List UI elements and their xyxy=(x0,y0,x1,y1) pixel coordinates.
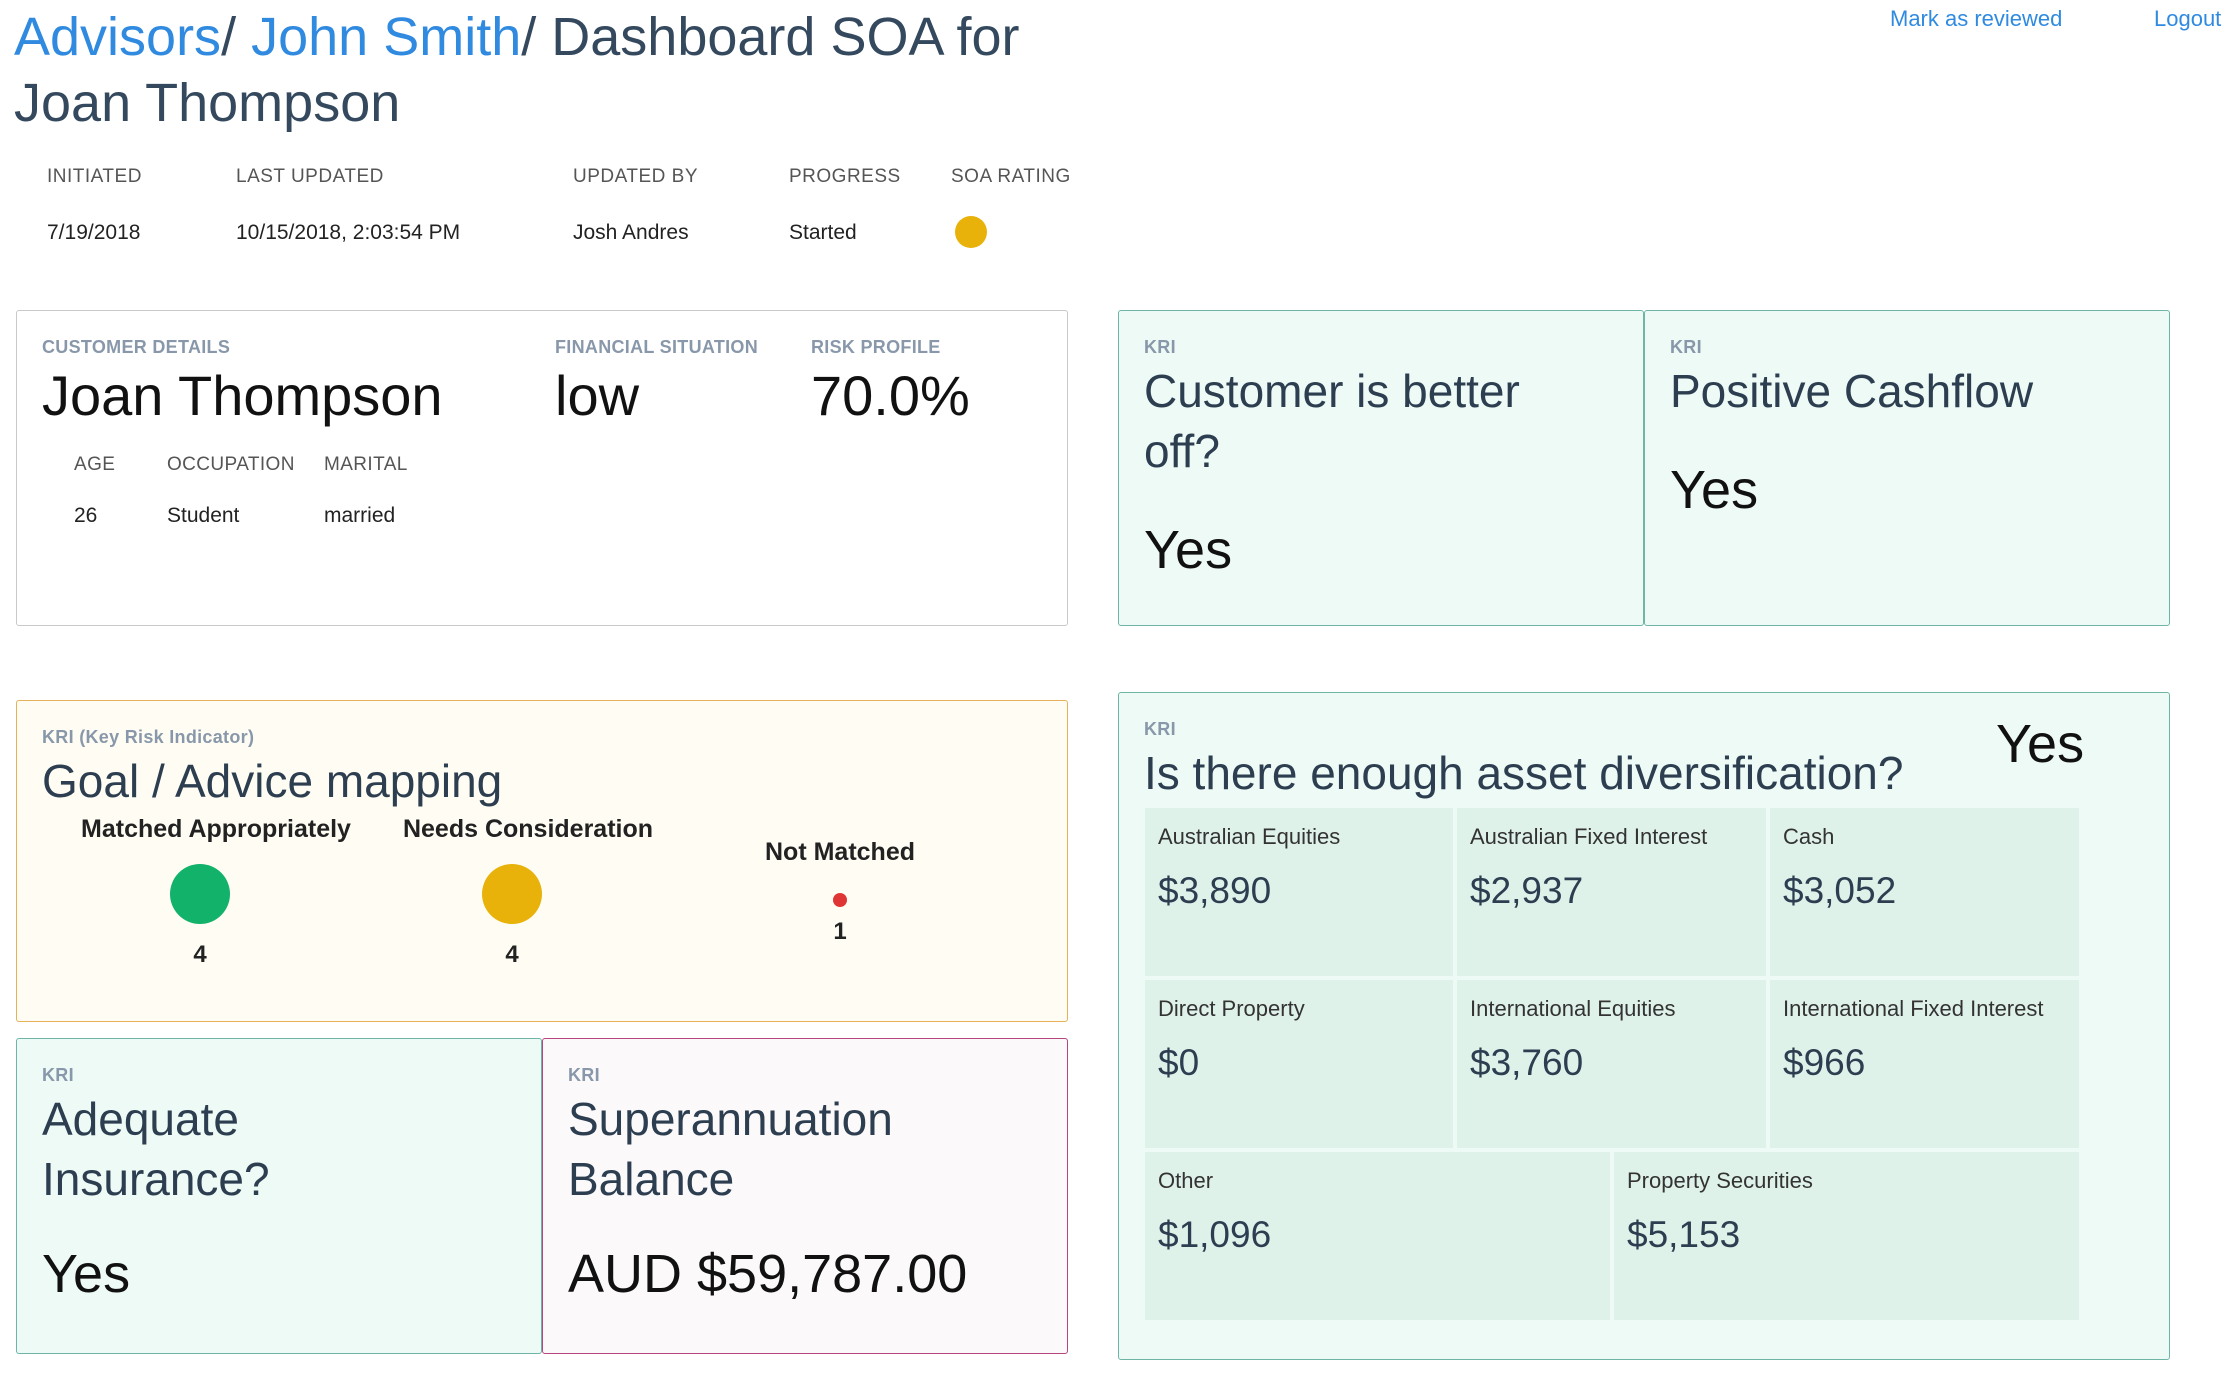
asset-value: $0 xyxy=(1158,1042,1200,1083)
asset-name: Direct Property xyxy=(1158,996,1305,1021)
needs-consideration-indicator xyxy=(482,864,542,924)
customer-details-card: CUSTOMER DETAILS Joan Thompson FINANCIAL… xyxy=(16,310,1068,626)
asset-cell: International Equities $3,760 xyxy=(1457,980,1766,1148)
kri-key-risk-indicator-label: KRI (Key Risk Indicator) xyxy=(42,727,255,747)
customer-name: Joan Thompson xyxy=(42,364,443,427)
kri-label: KRI xyxy=(42,1065,74,1085)
asset-cell: International Fixed Interest $966 xyxy=(1770,980,2079,1148)
not-matched-label: Not Matched xyxy=(765,838,915,866)
goal-advice-mapping-title: Goal / Advice mapping xyxy=(42,755,503,807)
kri-superannuation-title: Superannuation Balance xyxy=(568,1093,893,1205)
kri-diversification-card: KRI Is there enough asset diversificatio… xyxy=(1118,692,2170,1360)
kri-insurance-answer: Yes xyxy=(42,1244,131,1304)
occupation-label: OCCUPATION xyxy=(167,454,295,475)
asset-value: $5,153 xyxy=(1627,1214,1741,1255)
asset-name: International Fixed Interest xyxy=(1783,996,2044,1021)
kri-insurance-title: Adequate Insurance? xyxy=(42,1093,270,1205)
kri-diversification-title: Is there enough asset diversification? xyxy=(1144,747,1904,799)
financial-situation-label: FINANCIAL SITUATION xyxy=(555,337,759,357)
kri-better-off-card: KRI Customer is better off? Yes xyxy=(1118,310,1644,626)
risk-profile-label: RISK PROFILE xyxy=(811,337,941,357)
asset-cell: Australian Fixed Interest $2,937 xyxy=(1457,808,1766,976)
initiated-label: INITIATED xyxy=(47,166,142,187)
asset-name: Australian Equities xyxy=(1158,824,1341,849)
needs-consideration-label: Needs Consideration xyxy=(402,815,654,843)
kri-insurance-card: KRI Adequate Insurance? Yes xyxy=(16,1038,542,1354)
asset-cell: Cash $3,052 xyxy=(1770,808,2079,976)
kri-diversification-answer: Yes xyxy=(1996,714,2085,774)
soa-rating-label: SOA RATING xyxy=(951,166,1071,187)
breadcrumb-separator: / xyxy=(521,7,537,67)
breadcrumb: Advisors/ John Smith/ Dashboard SOA for … xyxy=(14,4,1124,136)
occupation-value: Student xyxy=(167,504,240,527)
asset-cell: Other $1,096 xyxy=(1145,1152,1610,1320)
asset-cell: Direct Property $0 xyxy=(1145,980,1453,1148)
kri-label: KRI xyxy=(1144,719,1176,739)
kri-better-off-title: Customer is better off? xyxy=(1144,365,1520,477)
asset-name: Other xyxy=(1158,1168,1214,1193)
kri-label: KRI xyxy=(1670,337,1702,357)
kri-label: KRI xyxy=(1144,337,1176,357)
asset-value: $3,890 xyxy=(1158,870,1272,911)
age-value: 26 xyxy=(74,504,98,527)
progress-value: Started xyxy=(789,221,857,244)
kri-superannuation-answer: AUD $59,787.00 xyxy=(568,1244,968,1304)
financial-situation-value: low xyxy=(555,364,640,427)
kri-cashflow-title: Positive Cashflow xyxy=(1670,365,2034,417)
asset-value: $2,937 xyxy=(1470,870,1584,911)
asset-value: $966 xyxy=(1783,1042,1866,1083)
asset-cell: Property Securities $5,153 xyxy=(1614,1152,2079,1320)
initiated-value: 7/19/2018 xyxy=(47,221,141,244)
goal-advice-mapping-card: KRI (Key Risk Indicator) Goal / Advice m… xyxy=(16,700,1068,1022)
matched-appropriately-count: 4 xyxy=(193,941,207,968)
asset-cell: Australian Equities $3,890 xyxy=(1145,808,1453,976)
customer-details-label: CUSTOMER DETAILS xyxy=(42,337,231,357)
risk-profile-value: 70.0% xyxy=(811,364,970,427)
soa-rating-indicator xyxy=(955,216,987,248)
progress-label: PROGRESS xyxy=(789,166,901,187)
asset-name: Cash xyxy=(1783,824,1835,849)
updated-by-value: Josh Andres xyxy=(573,221,689,244)
kri-cashflow-card: KRI Positive Cashflow Yes xyxy=(1644,310,2170,626)
asset-name: Property Securities xyxy=(1627,1168,1813,1193)
last-updated-value: 10/15/2018, 2:03:54 PM xyxy=(236,221,461,244)
not-matched-count: 1 xyxy=(833,918,847,945)
age-label: AGE xyxy=(74,454,116,475)
page-title: Dashboard SOA for Joan Thompson xyxy=(14,7,1020,133)
matched-appropriately-label: Matched Appropriately xyxy=(81,815,351,843)
asset-value: $1,096 xyxy=(1158,1214,1272,1255)
asset-value: $3,052 xyxy=(1783,870,1897,911)
breadcrumb-advisors-link[interactable]: Advisors xyxy=(14,7,222,67)
kri-better-off-answer: Yes xyxy=(1144,520,1233,580)
asset-name: Australian Fixed Interest xyxy=(1470,824,1708,849)
matched-appropriately-indicator xyxy=(170,864,230,924)
last-updated-label: LAST UPDATED xyxy=(236,166,384,187)
kri-cashflow-answer: Yes xyxy=(1670,460,1759,520)
asset-name: International Equities xyxy=(1470,996,1676,1021)
breadcrumb-separator: / xyxy=(221,7,237,67)
asset-value: $3,760 xyxy=(1470,1042,1584,1083)
breadcrumb-advisor-link[interactable]: John Smith xyxy=(251,7,522,67)
marital-label: MARITAL xyxy=(324,454,408,475)
kri-label: KRI xyxy=(568,1065,600,1085)
logout-link[interactable]: Logout xyxy=(2154,6,2222,31)
kri-superannuation-card: KRI Superannuation Balance AUD $59,787.0… xyxy=(542,1038,1068,1354)
mark-reviewed-link[interactable]: Mark as reviewed xyxy=(1890,6,2063,31)
marital-value: married xyxy=(324,504,396,527)
needs-consideration-count: 4 xyxy=(505,941,519,968)
updated-by-label: UPDATED BY xyxy=(573,166,699,187)
not-matched-indicator xyxy=(833,893,847,907)
